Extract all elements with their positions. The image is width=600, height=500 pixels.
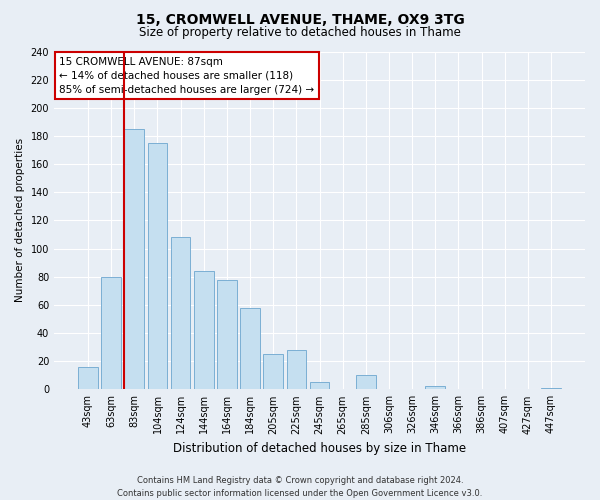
Text: 15, CROMWELL AVENUE, THAME, OX9 3TG: 15, CROMWELL AVENUE, THAME, OX9 3TG xyxy=(136,12,464,26)
Bar xyxy=(287,350,306,390)
Text: Size of property relative to detached houses in Thame: Size of property relative to detached ho… xyxy=(139,26,461,39)
Bar xyxy=(310,382,329,390)
Bar xyxy=(171,238,190,390)
Bar xyxy=(541,388,561,390)
Text: Contains HM Land Registry data © Crown copyright and database right 2024.
Contai: Contains HM Land Registry data © Crown c… xyxy=(118,476,482,498)
Bar xyxy=(425,386,445,390)
Bar xyxy=(217,280,237,390)
Bar xyxy=(240,308,260,390)
Text: 15 CROMWELL AVENUE: 87sqm
← 14% of detached houses are smaller (118)
85% of semi: 15 CROMWELL AVENUE: 87sqm ← 14% of detac… xyxy=(59,56,314,94)
X-axis label: Distribution of detached houses by size in Thame: Distribution of detached houses by size … xyxy=(173,442,466,455)
Y-axis label: Number of detached properties: Number of detached properties xyxy=(15,138,25,302)
Bar xyxy=(263,354,283,390)
Bar xyxy=(124,129,144,390)
Bar xyxy=(356,375,376,390)
Bar xyxy=(101,276,121,390)
Bar xyxy=(148,143,167,390)
Bar xyxy=(78,367,98,390)
Bar xyxy=(194,271,214,390)
